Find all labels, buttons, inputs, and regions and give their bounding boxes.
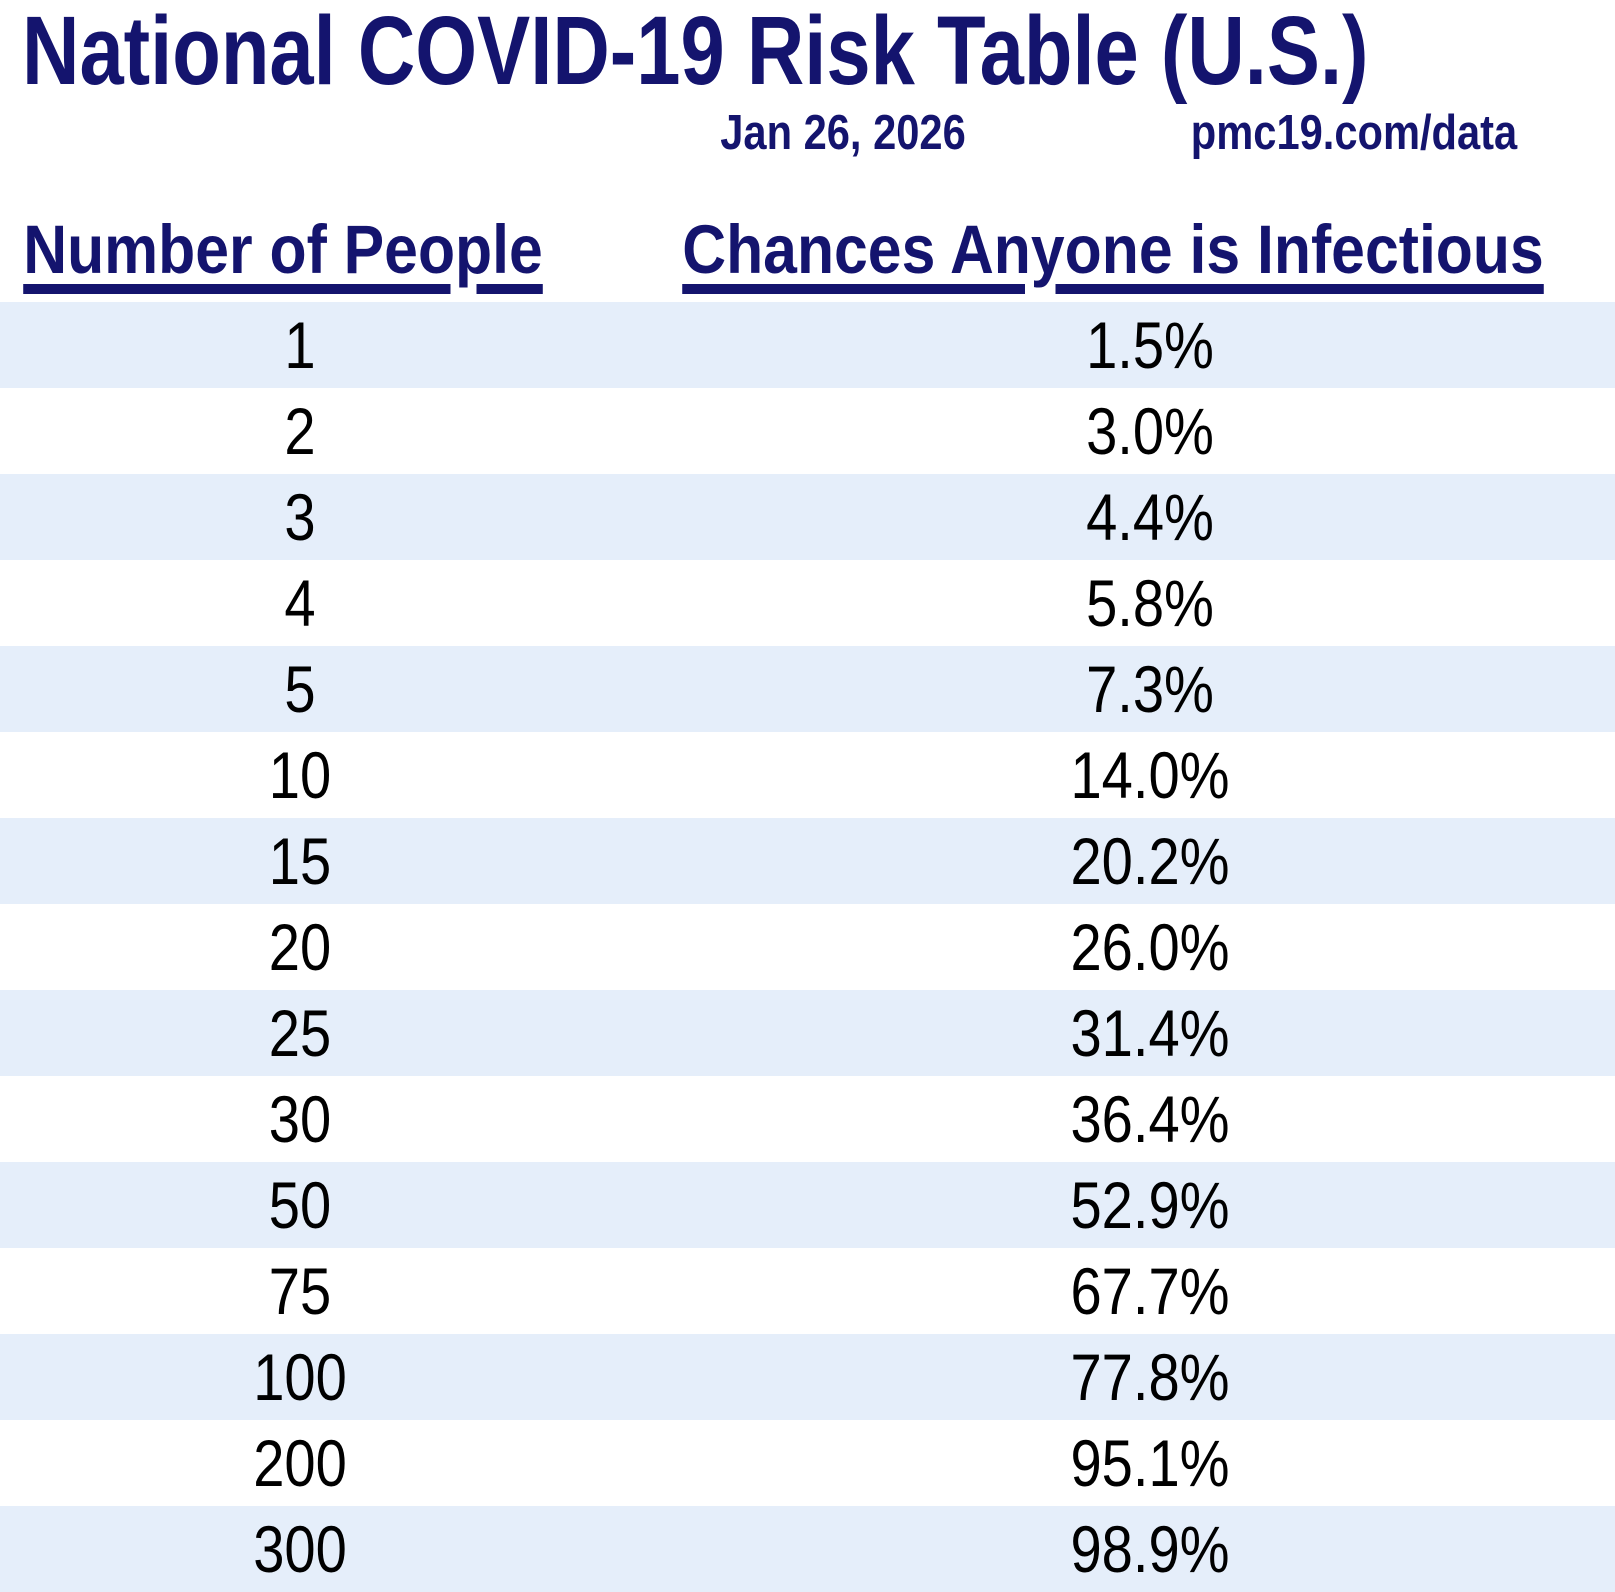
infectious-chance-cell: 5.8% — [1086, 566, 1214, 640]
table-row: 4 5.8% — [0, 560, 1615, 646]
infectious-chance-cell: 52.9% — [1070, 1168, 1230, 1242]
infectious-chance-cell: 36.4% — [1070, 1082, 1230, 1156]
infectious-chance-cell: 77.8% — [1070, 1340, 1230, 1414]
table-row: 1 1.5% — [0, 302, 1615, 388]
table-row: 25 31.4% — [0, 990, 1615, 1076]
table-row: 20 26.0% — [0, 904, 1615, 990]
table-row: 3 4.4% — [0, 474, 1615, 560]
column-header-number-of-people: Number of People — [23, 211, 543, 288]
report-date: Jan 26, 2026 — [720, 106, 966, 160]
infectious-chance-cell: 14.0% — [1070, 738, 1230, 812]
page-title: National COVID-19 Risk Table (U.S.) — [22, 0, 1369, 105]
infectious-chance-cell: 31.4% — [1070, 996, 1230, 1070]
infectious-chance-cell: 95.1% — [1070, 1426, 1230, 1500]
table-row: 75 67.7% — [0, 1248, 1615, 1334]
people-count-cell: 100 — [253, 1340, 347, 1414]
infectious-chance-cell: 20.2% — [1070, 824, 1230, 898]
table-row: 2 3.0% — [0, 388, 1615, 474]
risk-table: 1 1.5% 2 3.0% 3 4.4% 4 5.8% 5 7.3% 10 14.0% 15 20.2% 2… — [0, 302, 1615, 1592]
people-count-cell: 15 — [268, 824, 332, 898]
table-row: 200 95.1% — [0, 1420, 1615, 1506]
infectious-chance-cell: 67.7% — [1070, 1254, 1230, 1328]
table-row: 10 14.0% — [0, 732, 1615, 818]
people-count-cell: 2 — [284, 394, 316, 468]
people-count-cell: 1 — [284, 308, 316, 382]
people-count-cell: 10 — [268, 738, 332, 812]
table-row: 15 20.2% — [0, 818, 1615, 904]
people-count-cell: 30 — [268, 1082, 332, 1156]
infectious-chance-cell: 1.5% — [1086, 308, 1214, 382]
infectious-chance-cell: 7.3% — [1086, 652, 1214, 726]
infectious-chance-cell: 26.0% — [1070, 910, 1230, 984]
people-count-cell: 3 — [284, 480, 316, 554]
infectious-chance-cell: 98.9% — [1070, 1512, 1230, 1586]
people-count-cell: 75 — [268, 1254, 332, 1328]
table-row: 50 52.9% — [0, 1162, 1615, 1248]
infectious-chance-cell: 4.4% — [1086, 480, 1214, 554]
table-row: 5 7.3% — [0, 646, 1615, 732]
infectious-chance-cell: 3.0% — [1086, 394, 1214, 468]
people-count-cell: 50 — [268, 1168, 332, 1242]
table-row: 30 36.4% — [0, 1076, 1615, 1162]
people-count-cell: 4 — [284, 566, 316, 640]
table-row: 300 98.9% — [0, 1506, 1615, 1592]
people-count-cell: 300 — [253, 1512, 347, 1586]
people-count-cell: 5 — [284, 652, 316, 726]
people-count-cell: 20 — [268, 910, 332, 984]
people-count-cell: 25 — [268, 996, 332, 1070]
people-count-cell: 200 — [253, 1426, 347, 1500]
column-header-chances-infectious: Chances Anyone is Infectious — [682, 211, 1544, 288]
table-row: 100 77.8% — [0, 1334, 1615, 1420]
source-url: pmc19.com/data — [1190, 106, 1518, 160]
